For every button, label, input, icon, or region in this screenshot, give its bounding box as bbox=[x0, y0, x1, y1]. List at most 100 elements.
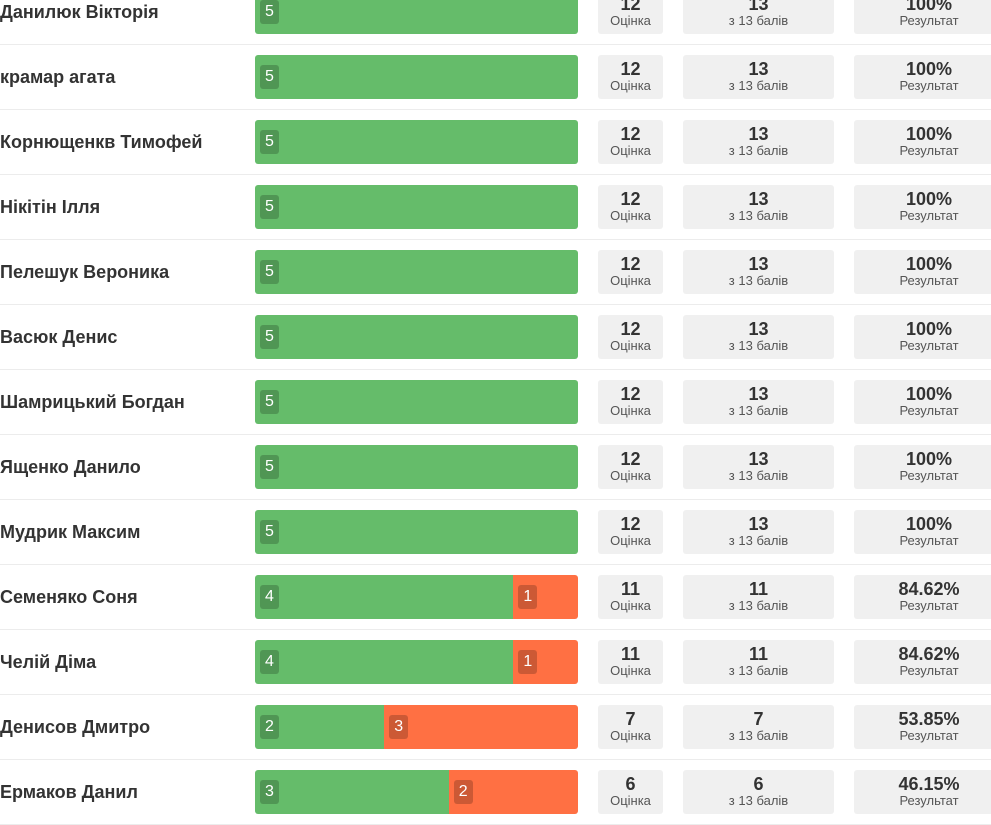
student-name[interactable]: Челій Діма bbox=[0, 652, 97, 672]
result-label: Результат bbox=[899, 793, 959, 808]
points-label: з 13 балів bbox=[728, 13, 789, 28]
student-name[interactable]: крамар агата bbox=[0, 67, 116, 87]
points-label: з 13 балів bbox=[728, 338, 789, 353]
points-value: 13 bbox=[748, 319, 769, 339]
correct-count-badge: 4 bbox=[260, 585, 279, 609]
result-label: Результат bbox=[899, 338, 959, 353]
student-name[interactable]: Ященко Данило bbox=[0, 457, 141, 477]
result-value: 100% bbox=[905, 59, 953, 79]
result-box: 100% Результат bbox=[854, 120, 991, 164]
student-row[interactable]: Ященко Данило 5 12 Оцінка 13 з 13 балів … bbox=[0, 435, 991, 500]
correct-count-badge: 4 bbox=[260, 650, 279, 674]
student-row[interactable]: Семеняко Соня 4 1 11 Оцінка 11 з 13 балі… bbox=[0, 565, 991, 630]
result-box: 100% Результат bbox=[854, 510, 991, 554]
points-label: з 13 балів bbox=[728, 598, 789, 613]
grade-box: 12 Оцінка bbox=[598, 250, 663, 294]
grade-box: 12 Оцінка bbox=[598, 120, 663, 164]
student-row[interactable]: Ермаков Данил 3 2 6 Оцінка 6 з 13 балів … bbox=[0, 760, 991, 825]
result-box: 53.85% Результат bbox=[854, 705, 991, 749]
grade-label: Оцінка bbox=[610, 663, 651, 678]
result-label: Результат bbox=[899, 403, 959, 418]
grade-label: Оцінка bbox=[610, 533, 651, 548]
grade-box: 12 Оцінка bbox=[598, 445, 663, 489]
wrong-count-badge: 3 bbox=[389, 715, 409, 739]
correct-count-badge: 5 bbox=[260, 520, 279, 544]
grade-box: 11 Оцінка bbox=[598, 575, 663, 619]
grade-label: Оцінка bbox=[610, 403, 651, 418]
student-row[interactable]: Мудрик Максим 5 12 Оцінка 13 з 13 балів … bbox=[0, 500, 991, 565]
student-row[interactable]: Пелешук Вероника 5 12 Оцінка 13 з 13 бал… bbox=[0, 240, 991, 305]
answers-bar: 2 3 bbox=[255, 705, 578, 749]
result-box: 84.62% Результат bbox=[854, 575, 991, 619]
points-label: з 13 балів bbox=[728, 78, 789, 93]
student-row[interactable]: крамар агата 5 12 Оцінка 13 з 13 балів 1… bbox=[0, 45, 991, 110]
result-box: 100% Результат bbox=[854, 445, 991, 489]
result-box: 100% Результат bbox=[854, 380, 991, 424]
student-row[interactable]: Васюк Денис 5 12 Оцінка 13 з 13 балів 10… bbox=[0, 305, 991, 370]
result-label: Результат bbox=[899, 533, 959, 548]
correct-count-badge: 5 bbox=[260, 130, 279, 154]
result-box: 100% Результат bbox=[854, 55, 991, 99]
wrong-answers-segment: 2 bbox=[448, 770, 578, 814]
correct-count-badge: 3 bbox=[260, 780, 279, 804]
points-label: з 13 балів bbox=[728, 728, 789, 743]
student-name[interactable]: Корнющенкв Тимофей bbox=[0, 132, 203, 152]
answers-bar: 5 bbox=[255, 55, 578, 99]
grade-label: Оцінка bbox=[610, 78, 651, 93]
student-name[interactable]: Мудрик Максим bbox=[0, 522, 141, 542]
student-row[interactable]: Корнющенкв Тимофей 5 12 Оцінка 13 з 13 б… bbox=[0, 110, 991, 175]
student-name[interactable]: Васюк Денис bbox=[0, 327, 118, 347]
student-name[interactable]: Денисов Дмитро bbox=[0, 717, 151, 737]
wrong-count-badge: 2 bbox=[453, 780, 473, 804]
student-name[interactable]: Пелешук Вероника bbox=[0, 262, 170, 282]
grade-box: 6 Оцінка bbox=[598, 770, 663, 814]
answers-bar: 5 bbox=[255, 0, 578, 34]
correct-answers-segment: 5 bbox=[255, 250, 578, 294]
grade-value: 12 bbox=[620, 449, 641, 469]
correct-answers-segment: 5 bbox=[255, 185, 578, 229]
student-row[interactable]: Денисов Дмитро 2 3 7 Оцінка 7 з 13 балів… bbox=[0, 695, 991, 760]
points-box: 13 з 13 балів bbox=[683, 445, 834, 489]
wrong-count-badge: 1 bbox=[518, 650, 538, 674]
student-row[interactable]: Челій Діма 4 1 11 Оцінка 11 з 13 балів 8… bbox=[0, 630, 991, 695]
correct-answers-segment: 5 bbox=[255, 510, 578, 554]
grade-label: Оцінка bbox=[610, 273, 651, 288]
result-value: 100% bbox=[905, 124, 953, 144]
points-value: 13 bbox=[748, 254, 769, 274]
student-row[interactable]: Шамрицький Богдан 5 12 Оцінка 13 з 13 ба… bbox=[0, 370, 991, 435]
student-name[interactable]: Нікітін Ілля bbox=[0, 197, 101, 217]
student-name[interactable]: Ермаков Данил bbox=[0, 782, 138, 802]
grade-label: Оцінка bbox=[610, 468, 651, 483]
student-name[interactable]: Шамрицький Богдан bbox=[0, 392, 185, 412]
result-box: 100% Результат bbox=[854, 315, 991, 359]
grade-value: 11 bbox=[620, 644, 641, 664]
student-row[interactable]: Нікітін Ілля 5 12 Оцінка 13 з 13 балів 1… bbox=[0, 175, 991, 240]
wrong-answers-segment: 1 bbox=[513, 640, 578, 684]
points-value: 13 bbox=[748, 449, 769, 469]
result-value: 100% bbox=[905, 254, 953, 274]
grade-value: 12 bbox=[620, 319, 641, 339]
points-box: 13 з 13 балів bbox=[683, 55, 834, 99]
result-value: 46.15% bbox=[898, 774, 960, 794]
points-box: 13 з 13 балів bbox=[683, 380, 834, 424]
answers-bar: 5 bbox=[255, 250, 578, 294]
answers-bar: 4 1 bbox=[255, 640, 578, 684]
correct-count-badge: 5 bbox=[260, 260, 279, 284]
wrong-answers-segment: 1 bbox=[513, 575, 578, 619]
grade-box: 11 Оцінка bbox=[598, 640, 663, 684]
student-row[interactable]: Данилюк Вікторія 5 12 Оцінка 13 з 13 бал… bbox=[0, 0, 991, 45]
points-box: 13 з 13 балів bbox=[683, 0, 834, 34]
result-value: 100% bbox=[905, 189, 953, 209]
student-name[interactable]: Данилюк Вікторія bbox=[0, 2, 159, 22]
points-box: 13 з 13 балів bbox=[683, 315, 834, 359]
points-label: з 13 балів bbox=[728, 273, 789, 288]
correct-answers-segment: 5 bbox=[255, 120, 578, 164]
student-name[interactable]: Семеняко Соня bbox=[0, 587, 138, 607]
points-box: 6 з 13 балів bbox=[683, 770, 834, 814]
correct-count-badge: 5 bbox=[260, 0, 279, 24]
wrong-answers-segment: 3 bbox=[384, 705, 578, 749]
points-value: 11 bbox=[748, 644, 769, 664]
result-label: Результат bbox=[899, 143, 959, 158]
result-label: Результат bbox=[899, 728, 959, 743]
